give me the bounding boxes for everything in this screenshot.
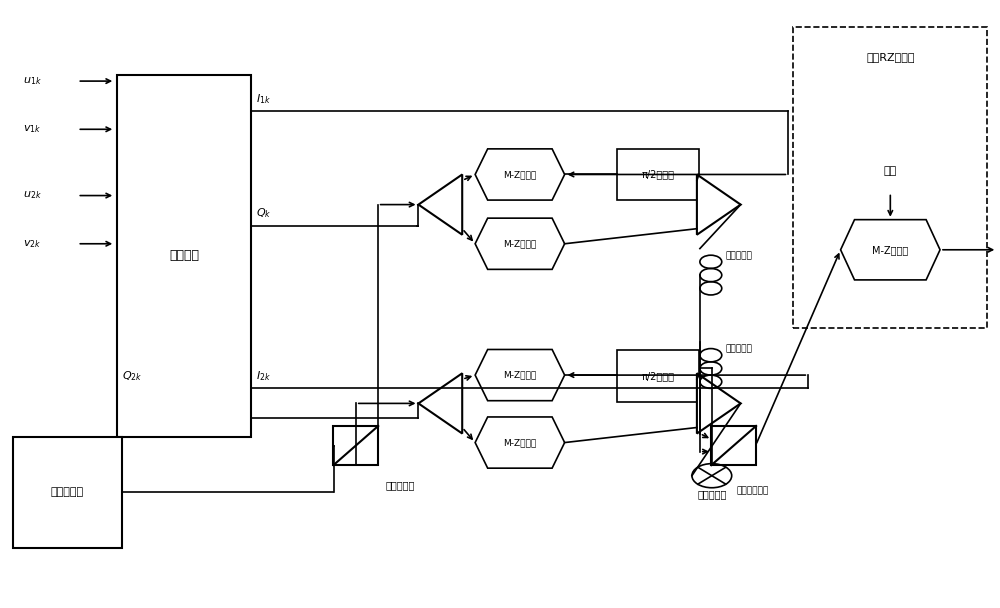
Text: $I_{2k}$: $I_{2k}$ (256, 369, 271, 383)
Bar (13, 437, 122, 548)
Text: M-Z调制器: M-Z调制器 (503, 371, 537, 379)
Polygon shape (841, 219, 940, 280)
Polygon shape (418, 373, 462, 434)
Bar (333, 426, 378, 465)
Text: M-Z调制器: M-Z调制器 (503, 438, 537, 447)
Text: $u_{1k}$: $u_{1k}$ (23, 75, 41, 87)
Text: $I_{1k}$: $I_{1k}$ (256, 92, 271, 106)
Text: π/2相移器: π/2相移器 (642, 371, 675, 381)
Bar (793, 27, 987, 328)
Text: M-Z调制器: M-Z调制器 (872, 245, 908, 255)
Text: M-Z调制器: M-Z调制器 (503, 240, 537, 248)
Polygon shape (697, 174, 741, 235)
Text: 时钟: 时钟 (884, 167, 897, 176)
Polygon shape (697, 373, 741, 434)
Text: 调制RZ码时用: 调制RZ码时用 (866, 52, 915, 62)
Polygon shape (475, 149, 565, 200)
Text: $u_{2k}$: $u_{2k}$ (23, 190, 41, 201)
Text: $Q_k$: $Q_k$ (256, 207, 272, 221)
Bar (711, 426, 756, 465)
Text: $Q_{2k}$: $Q_{2k}$ (122, 369, 143, 383)
Polygon shape (418, 174, 462, 235)
Text: 偏振控制器: 偏振控制器 (726, 345, 753, 354)
Text: 偏振合波器: 偏振合波器 (697, 489, 727, 499)
Polygon shape (475, 417, 565, 468)
Text: 连续激光器: 连续激光器 (51, 487, 84, 497)
Text: $v_{1k}$: $v_{1k}$ (23, 123, 41, 135)
Text: 可调谐衰减器: 可调谐衰减器 (737, 486, 769, 496)
Bar (617, 350, 699, 402)
Text: M-Z调制器: M-Z调制器 (503, 170, 537, 179)
Polygon shape (475, 218, 565, 269)
Text: $v_{2k}$: $v_{2k}$ (23, 238, 41, 250)
Text: 预编码器: 预编码器 (169, 249, 199, 262)
Polygon shape (475, 350, 565, 401)
Bar (117, 75, 251, 437)
Text: 偏振控制器: 偏振控制器 (726, 251, 753, 260)
Bar (617, 148, 699, 200)
Text: 偏振分束器: 偏振分束器 (386, 480, 415, 489)
Text: π/2相移器: π/2相移器 (642, 169, 675, 179)
